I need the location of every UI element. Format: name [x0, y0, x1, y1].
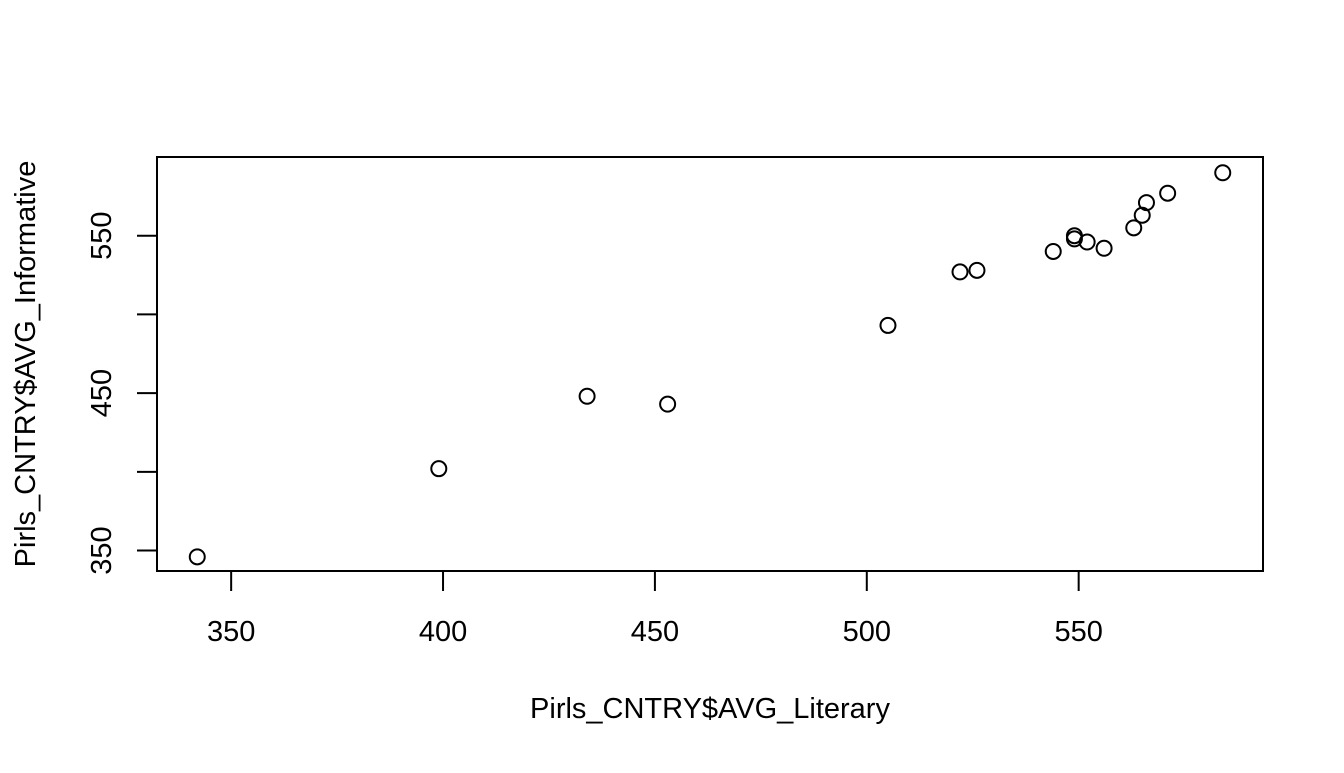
data-point [430, 460, 448, 478]
data-point [1159, 184, 1177, 202]
data-point [659, 395, 677, 413]
data-point [1044, 242, 1062, 260]
data-point [879, 316, 897, 334]
data-point [1137, 194, 1155, 212]
data-point [578, 387, 596, 405]
data-point [188, 548, 206, 566]
data-point [1095, 239, 1113, 257]
y-axis-label: Pirls_CNTRY$AVG_Informative [10, 161, 42, 568]
y-tick-label: 550 [86, 212, 118, 260]
data-point [951, 263, 969, 281]
x-tick-label: 550 [1054, 616, 1102, 648]
data-point [968, 261, 986, 279]
y-axis: 350 450 550 [86, 212, 158, 575]
y-tick-label: 350 [86, 526, 118, 574]
y-tick-label: 450 [86, 369, 118, 417]
plot-frame [156, 156, 1264, 572]
x-tick-label: 400 [419, 616, 467, 648]
data-points [188, 164, 1232, 566]
data-point [1214, 164, 1232, 182]
data-point [1078, 233, 1096, 251]
x-tick-label: 450 [631, 616, 679, 648]
data-point [1125, 219, 1143, 237]
x-axis: 350 400 450 500 550 [207, 570, 1103, 648]
x-tick-label: 500 [843, 616, 891, 648]
x-axis-label: Pirls_CNTRY$AVG_Literary [530, 693, 890, 725]
x-tick-label: 350 [207, 616, 255, 648]
